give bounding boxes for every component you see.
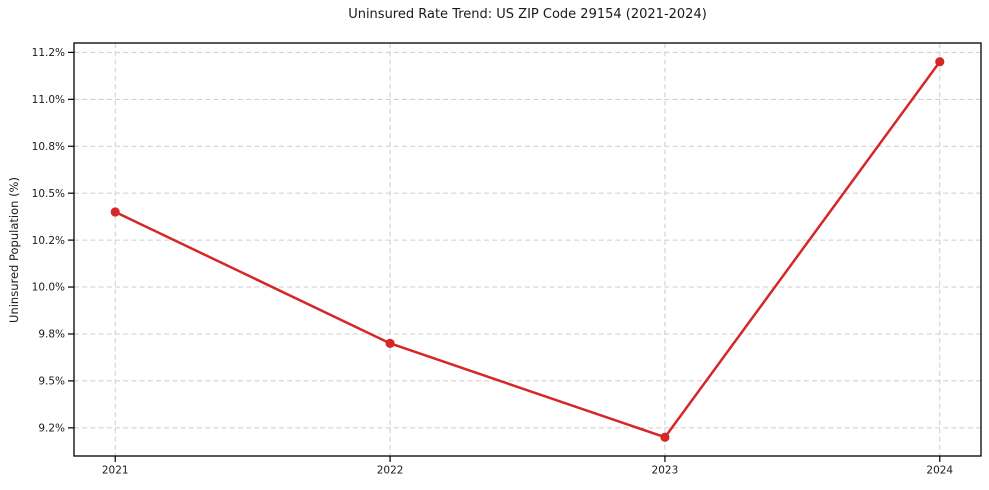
data-point-marker bbox=[385, 338, 395, 348]
chart-title: Uninsured Rate Trend: US ZIP Code 29154 … bbox=[348, 7, 707, 22]
y-tick-label: 10.5% bbox=[32, 188, 65, 200]
y-tick-label: 9.5% bbox=[38, 376, 65, 388]
y-tick-label: 10.0% bbox=[32, 282, 65, 294]
data-point-marker bbox=[660, 432, 670, 442]
x-tick-label: 2021 bbox=[102, 465, 129, 477]
x-tick-label: 2023 bbox=[652, 465, 679, 477]
y-tick-label: 9.8% bbox=[38, 329, 65, 341]
y-tick-label: 9.2% bbox=[38, 423, 65, 435]
y-tick-label: 10.8% bbox=[32, 141, 65, 153]
trend-line bbox=[113, 60, 942, 439]
x-tick-label: 2022 bbox=[377, 465, 404, 477]
y-tick-label: 11.2% bbox=[32, 47, 65, 59]
x-tick-label: 2024 bbox=[926, 465, 953, 477]
data-point-marker bbox=[935, 57, 945, 67]
plot-border bbox=[73, 42, 982, 457]
y-tick-label: 10.2% bbox=[32, 235, 65, 247]
y-tick-label: 11.0% bbox=[32, 94, 65, 106]
data-point-marker bbox=[110, 207, 120, 217]
